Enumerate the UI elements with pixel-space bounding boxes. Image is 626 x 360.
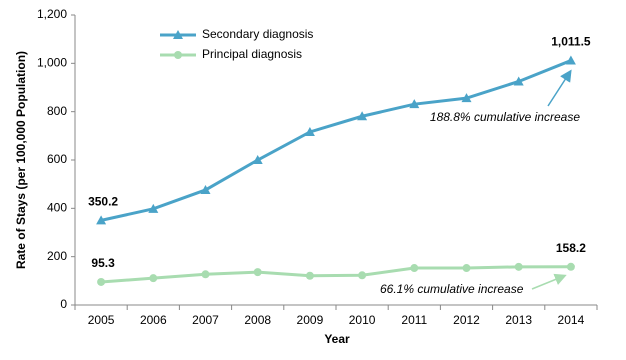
x-tick-label: 2005 bbox=[88, 313, 115, 327]
marker bbox=[201, 270, 210, 279]
marker bbox=[358, 271, 367, 280]
marker bbox=[174, 51, 182, 59]
marker bbox=[514, 262, 523, 271]
y-tick-label: 1,000 bbox=[37, 56, 67, 70]
y-tick-label: 600 bbox=[47, 152, 67, 166]
data-label: 350.2 bbox=[88, 195, 118, 209]
y-tick-label: 800 bbox=[47, 104, 67, 118]
marker bbox=[304, 126, 315, 136]
marker bbox=[513, 76, 524, 86]
marker bbox=[96, 215, 107, 225]
series-line bbox=[100, 265, 571, 284]
annotation-arrow bbox=[547, 69, 572, 107]
series-line bbox=[100, 59, 572, 222]
x-tick-label: 2012 bbox=[453, 313, 480, 327]
marker bbox=[409, 99, 420, 109]
marker bbox=[565, 55, 576, 65]
data-label: 1,011.5 bbox=[551, 35, 591, 49]
x-tick-label: 2014 bbox=[558, 313, 585, 327]
marker bbox=[252, 155, 263, 164]
x-tick-label: 2013 bbox=[505, 313, 532, 327]
x-tick-label: 2010 bbox=[349, 313, 376, 327]
y-tick-label: 0 bbox=[60, 297, 67, 311]
y-tick-label: 1,200 bbox=[37, 7, 67, 21]
legend-label: Principal diagnosis bbox=[202, 47, 302, 61]
y-axis-title: Rate of Stays (per 100,000 Population) bbox=[14, 51, 28, 269]
x-tick-label: 2011 bbox=[401, 313, 427, 327]
marker bbox=[173, 30, 183, 39]
marker bbox=[200, 184, 211, 194]
marker bbox=[148, 203, 159, 213]
marker bbox=[149, 274, 158, 283]
marker bbox=[357, 111, 368, 121]
annotation: 188.8% cumulative increase bbox=[430, 110, 580, 124]
marker bbox=[97, 277, 106, 286]
x-tick-label: 2007 bbox=[192, 313, 219, 327]
x-tick-label: 2009 bbox=[297, 313, 324, 327]
marker bbox=[461, 93, 472, 103]
y-tick-label: 200 bbox=[47, 249, 67, 263]
y-tick-label: 400 bbox=[47, 201, 67, 215]
marker bbox=[462, 264, 471, 273]
marker bbox=[253, 268, 262, 277]
x-tick-label: 2008 bbox=[244, 313, 271, 327]
x-axis-title: Year bbox=[324, 332, 350, 346]
x-tick-label: 2006 bbox=[140, 313, 167, 327]
annotation-arrow bbox=[531, 273, 567, 290]
legend-label: Secondary diagnosis bbox=[202, 27, 313, 41]
marker bbox=[305, 271, 314, 280]
marker bbox=[410, 264, 419, 273]
marker bbox=[566, 262, 575, 271]
data-label: 95.3 bbox=[91, 256, 115, 270]
data-label: 158.2 bbox=[556, 241, 586, 255]
annotation: 66.1% cumulative increase bbox=[380, 282, 524, 296]
